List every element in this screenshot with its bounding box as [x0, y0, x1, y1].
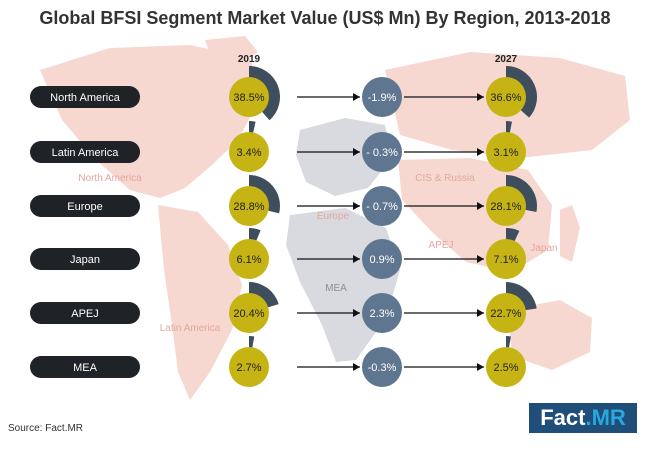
share-arc-2019 [249, 282, 279, 308]
arrow-head-right [477, 255, 484, 263]
column-header-2027: 2027 [495, 54, 518, 65]
map-label-6: Japan [530, 243, 557, 254]
change-label: -0.3% [368, 362, 397, 374]
region-row: APEJ 20.4% 2.3% 22.7% [30, 282, 537, 333]
map-region-labels: North America Latin America Europe MEA CIS &… [78, 173, 557, 334]
map-europe [296, 118, 392, 196]
change-label: 0.9% [369, 254, 394, 266]
region-row: Latin America 3.4% - 0.3% 3.1% [30, 121, 526, 172]
arrow-head-left [353, 202, 360, 210]
map-label-0: North America [78, 173, 142, 184]
change-label: - 0.7% [366, 201, 398, 213]
share-arc-2027 [506, 121, 513, 135]
region-label: MEA [73, 362, 98, 374]
share-circle-2027 [486, 132, 526, 172]
region-rows: North America 38.5% -1.9% 36.6% Latin Americ… [30, 66, 537, 387]
map-latin-america [158, 205, 242, 400]
region-label: North America [50, 92, 121, 104]
share-label-2019: 20.4% [233, 308, 264, 320]
share-arc-2019 [249, 228, 261, 243]
source-note: Source: Fact.MR [8, 423, 84, 434]
arrow-head-left [353, 255, 360, 263]
share-circle-2019 [229, 347, 269, 387]
region-label-pill [30, 195, 140, 217]
share-label-2027: 3.1% [493, 147, 518, 159]
share-label-2019: 38.5% [233, 92, 264, 104]
change-label: -1.9% [368, 92, 397, 104]
share-arc-2027 [506, 336, 511, 350]
region-label: Japan [70, 254, 100, 266]
share-arc-2027 [506, 282, 537, 311]
share-label-2027: 22.7% [490, 308, 521, 320]
region-label: APEJ [71, 308, 99, 320]
map-australia [508, 300, 592, 370]
brand-logo-text: Fact [540, 405, 586, 430]
region-label: Latin America [52, 147, 120, 159]
share-circle-2019 [229, 77, 269, 117]
map-label-5: APEJ [428, 240, 453, 251]
share-arc-2027 [506, 228, 520, 243]
change-circle [362, 293, 402, 333]
map-label-3: MEA [325, 283, 347, 294]
change-circle [362, 77, 402, 117]
share-circle-2019 [229, 239, 269, 279]
share-circle-2027 [486, 347, 526, 387]
share-arc-2019 [249, 121, 256, 135]
arrow-head-right [477, 309, 484, 317]
share-circle-2027 [486, 186, 526, 226]
share-label-2019: 2.7% [236, 362, 261, 374]
region-row: North America 38.5% -1.9% 36.6% [30, 66, 537, 121]
share-circle-2019 [229, 186, 269, 226]
share-label-2027: 2.5% [493, 362, 518, 374]
arrow-head-left [353, 93, 360, 101]
region-label-pill [30, 302, 140, 324]
arrow-head-right [477, 93, 484, 101]
change-circle [362, 186, 402, 226]
change-circle [362, 239, 402, 279]
map-label-2: Europe [317, 211, 350, 222]
chart-title: Global BFSI Segment Market Value (US$ Mn… [39, 8, 611, 28]
region-label: Europe [67, 201, 102, 213]
share-label-2019: 28.8% [233, 201, 264, 213]
arrow-head-left [353, 309, 360, 317]
region-row: Japan 6.1% 0.9% 7.1% [30, 228, 526, 279]
region-label-pill [30, 86, 140, 108]
share-circle-2019 [229, 132, 269, 172]
map-greenland [205, 36, 258, 68]
region-label-pill [30, 356, 140, 378]
arrow-head-left [353, 148, 360, 156]
arrow-head-right [477, 148, 484, 156]
change-circle [362, 347, 402, 387]
share-circle-2027 [486, 293, 526, 333]
region-label-pill [30, 141, 140, 163]
share-circle-2027 [486, 77, 526, 117]
arrow-head-right [477, 202, 484, 210]
region-label-pill [30, 248, 140, 270]
arrow-head-right [477, 363, 484, 371]
change-label: 2.3% [369, 308, 394, 320]
change-label: - 0.3% [366, 147, 398, 159]
brand-logo-accent: .MR [585, 405, 626, 430]
share-circle-2019 [229, 293, 269, 333]
column-header-2019: 2019 [238, 54, 261, 65]
region-row: MEA 2.7% -0.3% 2.5% [30, 336, 526, 387]
arrow-head-left [353, 363, 360, 371]
share-label-2027: 28.1% [490, 201, 521, 213]
share-label-2027: 36.6% [490, 92, 521, 104]
change-circle [362, 132, 402, 172]
share-label-2019: 3.4% [236, 147, 261, 159]
share-circle-2027 [486, 239, 526, 279]
brand-logo: Fact.MR [529, 403, 637, 433]
map-label-1: Latin America [160, 323, 221, 334]
share-label-2027: 7.1% [493, 254, 518, 266]
map-north-america [40, 45, 262, 198]
map-label-4: CIS & Russia [415, 173, 475, 184]
share-label-2019: 6.1% [236, 254, 261, 266]
region-row: Europe 28.8% - 0.7% 28.1% [30, 175, 537, 226]
share-arc-2019 [249, 336, 255, 350]
map-japan [560, 205, 580, 262]
